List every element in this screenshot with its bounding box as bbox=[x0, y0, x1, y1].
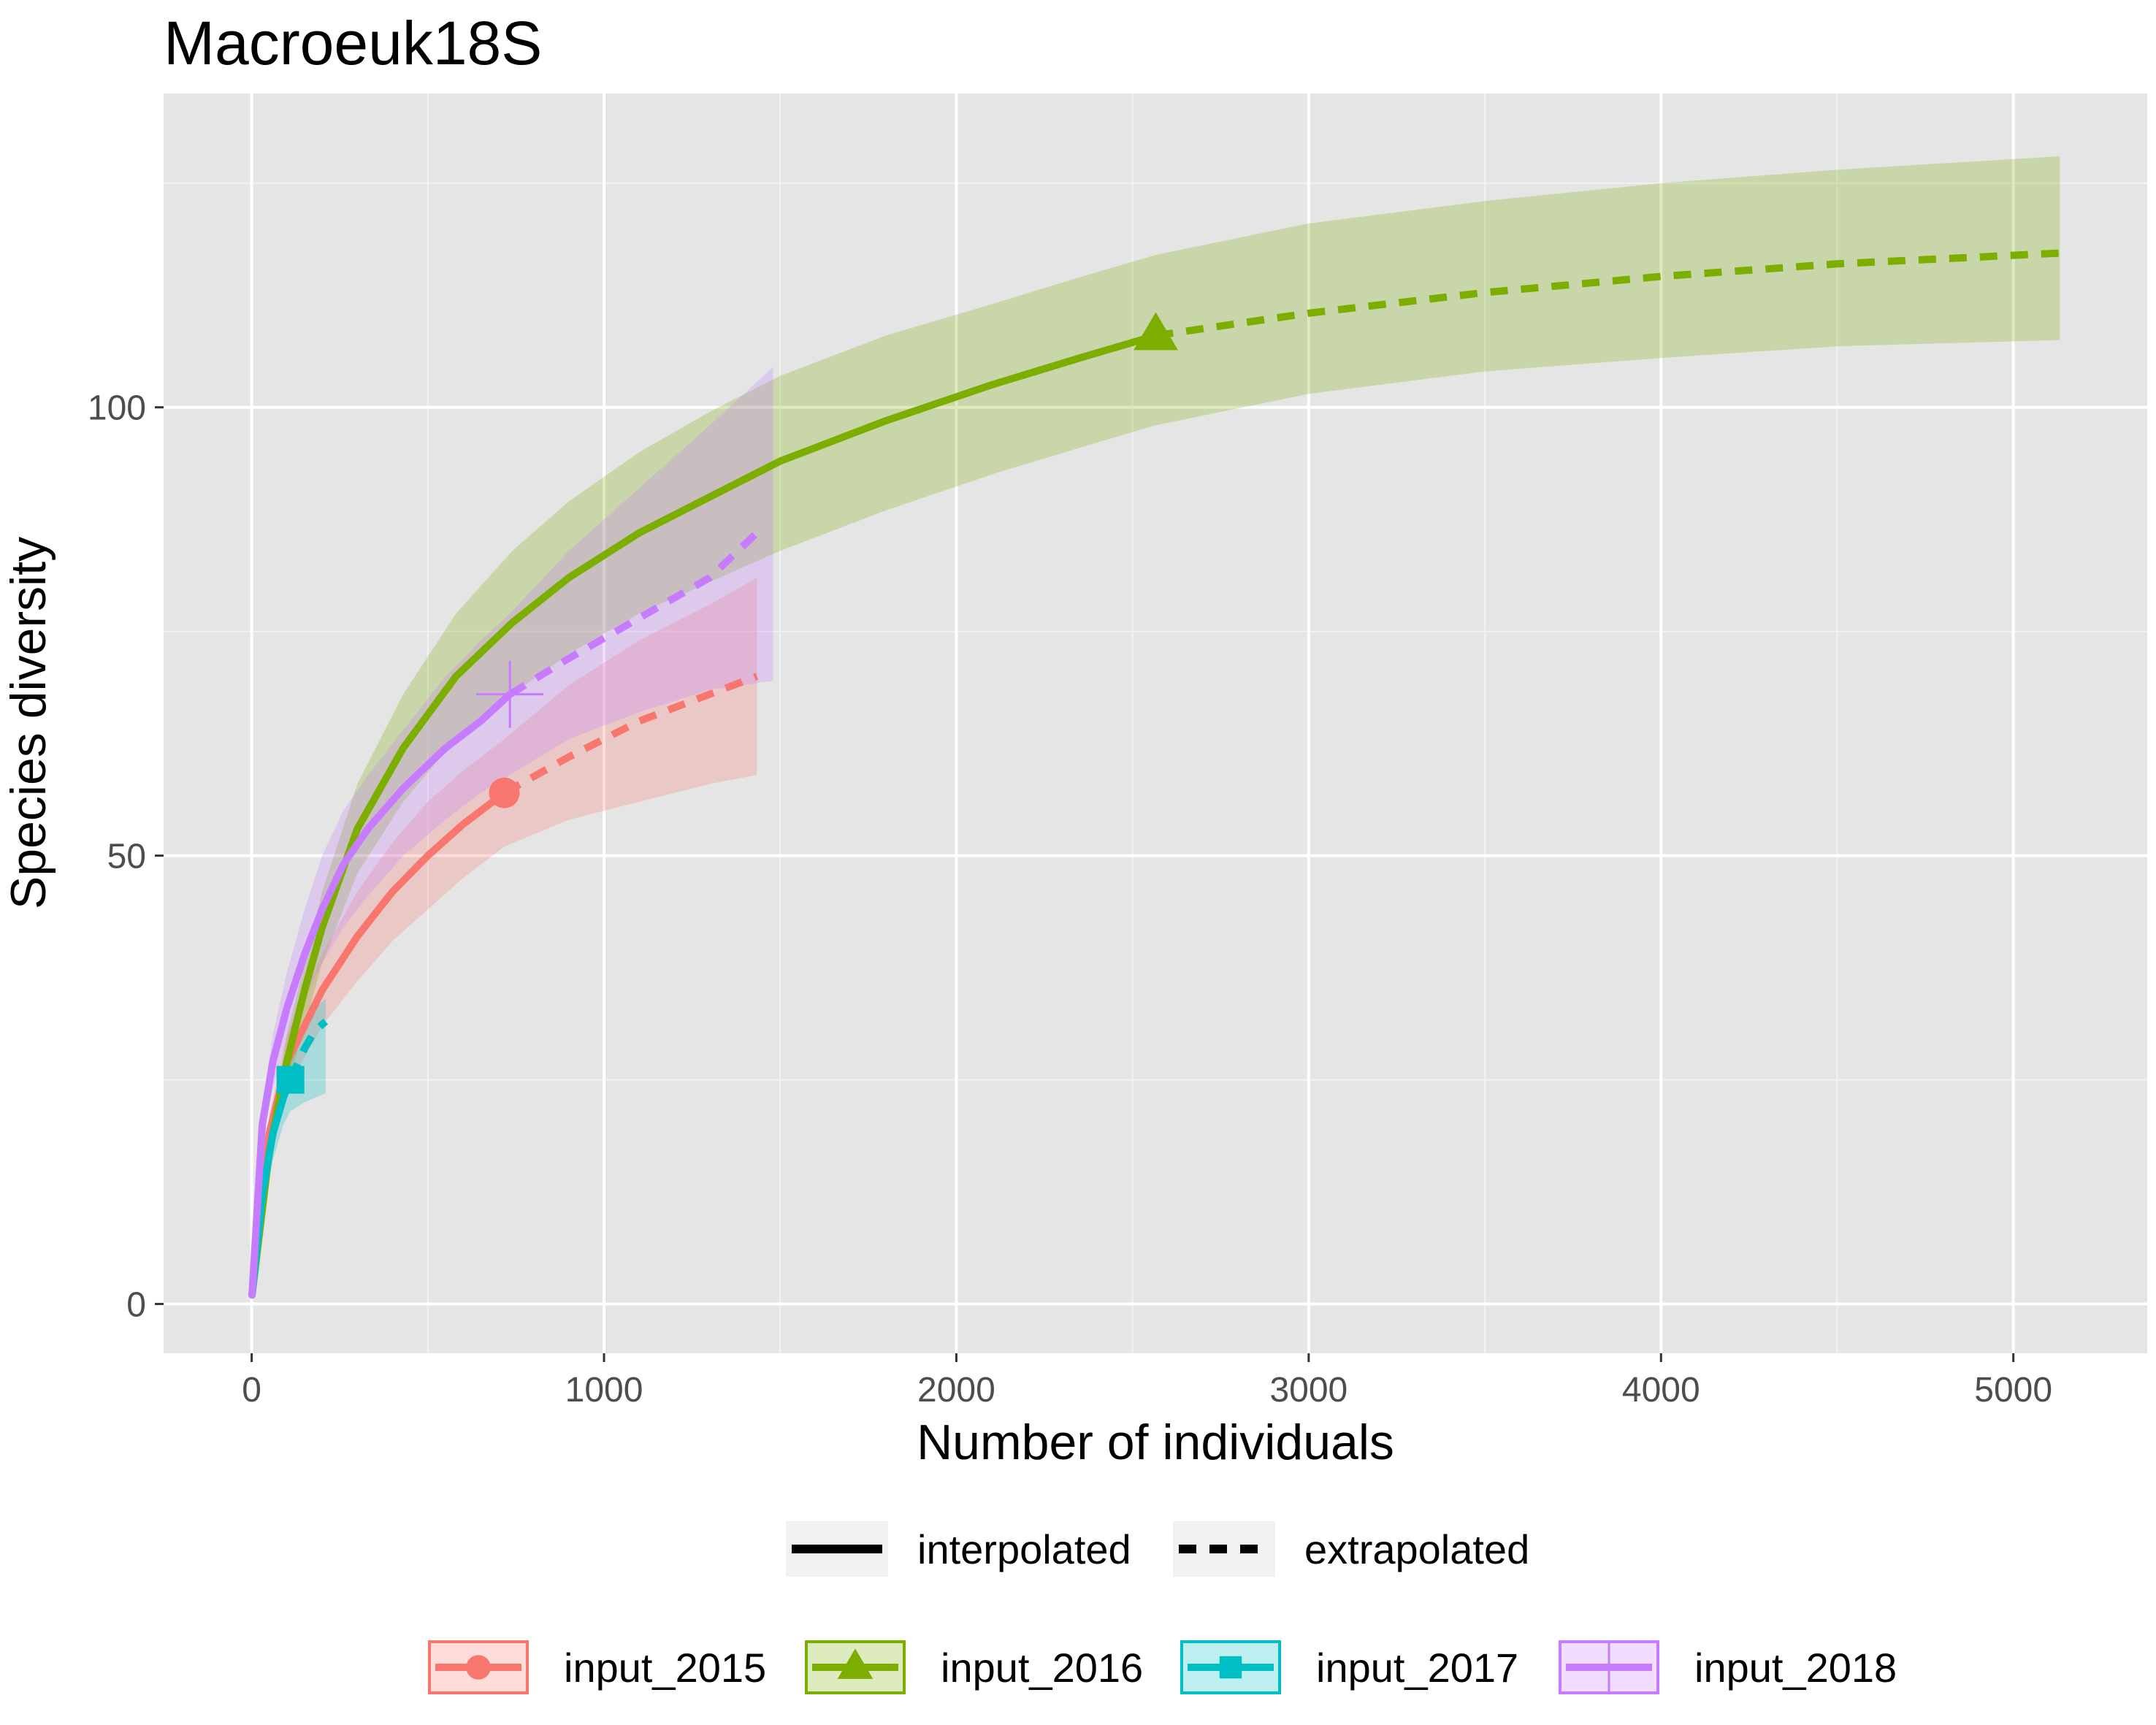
legend-label-interpolated: interpolated bbox=[917, 1526, 1131, 1572]
y-tick-label: 100 bbox=[88, 389, 146, 428]
chart-title: Macroeuk18S bbox=[164, 9, 542, 77]
x-tick-label: 2000 bbox=[917, 1371, 995, 1410]
legend-label-input_2018: input_2018 bbox=[1694, 1645, 1897, 1691]
legend-item-input_2017: input_2017 bbox=[1180, 1640, 1518, 1694]
legend-item-input_2016: input_2016 bbox=[805, 1640, 1143, 1694]
legend-item-input_2018: input_2018 bbox=[1559, 1640, 1897, 1694]
plot-panel bbox=[164, 93, 2147, 1353]
x-tick-label: 0 bbox=[242, 1371, 261, 1410]
legend-label-input_2016: input_2016 bbox=[941, 1645, 1143, 1691]
y-tick-label: 50 bbox=[107, 838, 146, 876]
legend-marker-input_2015 bbox=[466, 1655, 491, 1680]
legend-label-extrapolated: extrapolated bbox=[1304, 1526, 1529, 1572]
ci-band-input_2016 bbox=[252, 156, 2060, 1296]
extrapolated-line-input_2017 bbox=[287, 1018, 329, 1082]
x-axis: 0 1000 2000 3000 4000 5000 bbox=[242, 1353, 2052, 1410]
observed-point-input_2015 bbox=[489, 777, 520, 808]
legend-label-input_2015: input_2015 bbox=[564, 1645, 766, 1691]
y-tick-label: 0 bbox=[126, 1285, 146, 1324]
ci-band-input_2015 bbox=[252, 578, 757, 1296]
legend-item-input_2015: input_2015 bbox=[428, 1640, 766, 1694]
observed-point-input_2017 bbox=[276, 1066, 305, 1094]
legend-marker-input_2017 bbox=[1219, 1656, 1242, 1679]
x-tick-label: 4000 bbox=[1622, 1371, 1700, 1410]
legend-marker-input_2016 bbox=[837, 1648, 874, 1679]
series-lines bbox=[248, 249, 2060, 1299]
extrapolated-line-input_2016 bbox=[1155, 249, 2060, 340]
x-tick-label: 5000 bbox=[1974, 1371, 2052, 1410]
x-tick-label: 1000 bbox=[565, 1371, 643, 1410]
legend-marker-input_2018 bbox=[1582, 1640, 1636, 1694]
confidence-bands bbox=[252, 156, 2060, 1296]
x-tick-label: 3000 bbox=[1269, 1371, 1348, 1410]
observed-point-input_2018 bbox=[476, 660, 544, 728]
observed-points bbox=[276, 312, 1178, 1094]
y-axis: 0 50 100 bbox=[88, 389, 164, 1324]
extrapolated-line-input_2018 bbox=[508, 529, 760, 697]
interpolated-line-input_2016 bbox=[248, 332, 1160, 1299]
minor-gridlines bbox=[164, 93, 2147, 1353]
x-axis-title: Number of individuals bbox=[917, 1415, 1394, 1470]
legend-label-input_2017: input_2017 bbox=[1316, 1645, 1518, 1691]
series-legend: input_2015 input_2016 input_2017 input_2018 bbox=[428, 1640, 1897, 1694]
linetype-legend: interpolated extrapolated bbox=[786, 1521, 1529, 1577]
major-gridlines bbox=[164, 93, 2147, 1353]
ci-band-input_2017 bbox=[252, 999, 326, 1296]
interpolated-line-input_2018 bbox=[248, 690, 514, 1299]
ci-band-input_2018 bbox=[252, 367, 773, 1296]
observed-point-input_2016 bbox=[1134, 312, 1178, 351]
y-axis-title: Species diversity bbox=[1, 537, 56, 909]
